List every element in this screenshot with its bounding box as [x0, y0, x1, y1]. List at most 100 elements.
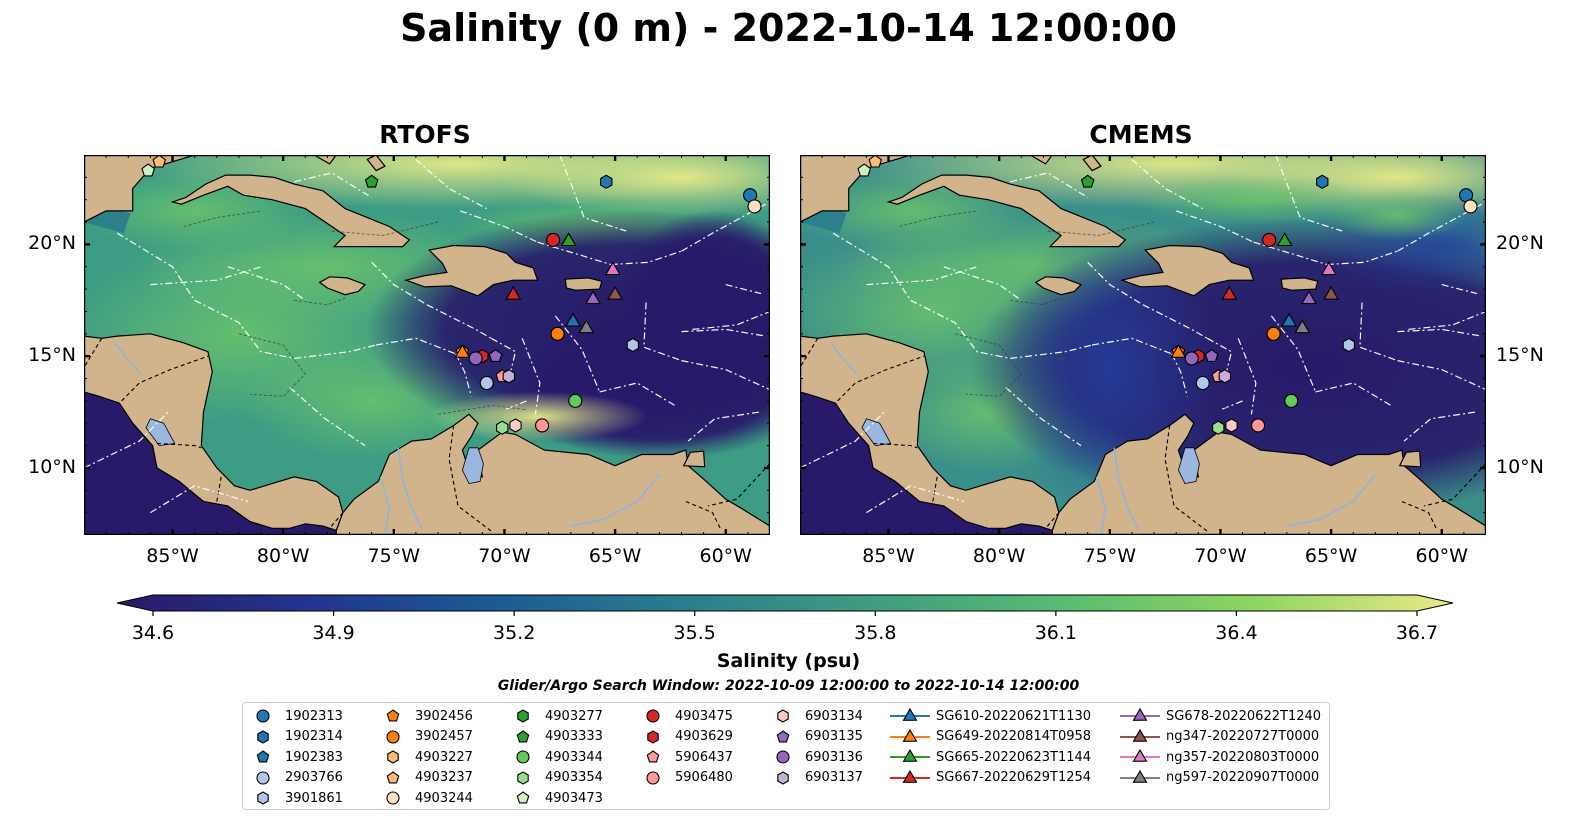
triangle-marker-icon	[1120, 748, 1160, 762]
legend-label: 4903277	[545, 708, 603, 724]
lat-tick-label-right: 15°N	[1496, 344, 1544, 367]
legend-label: 3902456	[415, 708, 473, 724]
map-marker-4903344	[1284, 393, 1299, 408]
legend-label: SG649-20220814T0958	[936, 729, 1092, 744]
legend-label: 6903135	[805, 729, 863, 744]
panel-title-rtofs: RTOFS	[379, 120, 471, 149]
map-marker-4903354	[496, 420, 509, 435]
hexagon-marker-icon	[647, 729, 659, 744]
colorbar-tick-label: 36.4	[1215, 622, 1258, 644]
map-marker-2903766	[479, 375, 494, 391]
legend-label: SG610-20220621T1130	[936, 708, 1092, 724]
map-marker-SG610-20220621T1130	[565, 312, 582, 327]
legend-item: 4903354	[513, 768, 603, 788]
lon-tick-label: 85°W	[862, 545, 915, 567]
map-marker-5906480	[535, 418, 550, 433]
legend-item: 2903766	[253, 768, 343, 788]
map-marker-5906480	[1251, 418, 1266, 433]
map-marker-ng357-20220803T0000	[604, 261, 621, 276]
map-marker-4903354	[1212, 420, 1225, 435]
legend-item: ng357-20220803T0000	[1118, 747, 1319, 767]
map-marker-1902314	[600, 174, 613, 189]
legend-label: 4903344	[545, 749, 603, 765]
colorbar-tick-label: 36.1	[1034, 622, 1077, 644]
legend-label: 6903134	[805, 708, 863, 724]
map-marker-6903134	[509, 418, 522, 433]
legend-label: 2903766	[285, 770, 343, 785]
map-marker-SG678-20220622T1240	[1300, 290, 1317, 305]
pentagon-marker-icon	[516, 791, 530, 804]
map-marker-SG665-20220623T1144	[560, 232, 577, 247]
map-marker-4903475	[546, 232, 561, 247]
lat-tick-label-right: 10°N	[1496, 455, 1544, 478]
marker-legend: 1902313 1902314 1902383 2903766 3901861 39024…	[242, 702, 1330, 810]
map-marker-6903134	[1225, 418, 1238, 433]
legend-item: 1902314	[253, 727, 343, 747]
legend-item: 4903244	[383, 788, 473, 808]
map-marker-4903244	[747, 199, 762, 214]
hexagon-marker-icon	[517, 770, 529, 785]
legend-item: 3902456	[383, 706, 473, 726]
legend-label: 3902457	[415, 729, 473, 744]
hexagon-marker-icon	[517, 709, 529, 723]
legend-item: 3901861	[253, 788, 343, 808]
legend-item: 4903333	[513, 727, 603, 747]
lon-tick-label: 60°W	[1415, 545, 1468, 567]
legend-label: 3901861	[285, 790, 343, 806]
map-marker-SG649-20220814T0958	[1170, 343, 1187, 358]
triangle-marker-icon	[1120, 769, 1160, 783]
lat-tick-label-right: 20°N	[1496, 232, 1544, 255]
legend-item: 5906437	[643, 747, 733, 767]
figure-title: Salinity (0 m) - 2022-10-14 12:00:00	[400, 6, 1177, 50]
legend-label: 4903333	[545, 729, 603, 744]
legend-label: 4903244	[415, 790, 473, 806]
map-panel-rtofs	[84, 155, 770, 535]
circle-marker-icon	[256, 709, 270, 723]
triangle-marker-icon	[1120, 728, 1160, 742]
pentagon-marker-icon	[386, 709, 400, 722]
triangle-marker-icon	[890, 707, 930, 721]
map-marker-ng597-20220907T0000	[578, 319, 595, 334]
legend-item: 6903135	[773, 727, 863, 747]
map-marker-3901861	[626, 337, 639, 353]
pentagon-marker-icon	[776, 729, 790, 742]
map-marker-6903137	[1218, 369, 1232, 384]
legend-label: 5906480	[675, 770, 733, 785]
lon-tick-label: 80°W	[972, 545, 1026, 567]
circle-marker-icon	[256, 770, 270, 785]
pentagon-marker-icon	[646, 750, 660, 763]
lon-tick-label: 65°W	[1304, 545, 1358, 567]
legend-label: ng597-20220907T0000	[1166, 770, 1320, 785]
legend-item: 4903629	[643, 727, 733, 747]
colorbar	[116, 594, 1454, 616]
legend-item: 3902457	[383, 727, 473, 747]
search-window-note: Glider/Argo Search Window: 2022-10-09 12…	[497, 678, 1080, 694]
legend-item: 4903475	[643, 706, 733, 726]
legend-item: SG649-20220814T0958	[888, 727, 1091, 747]
lon-tick-label: 65°W	[588, 545, 642, 567]
legend-item: SG610-20220621T1130	[888, 706, 1091, 726]
map-marker-6903136	[468, 351, 483, 366]
pentagon-marker-icon	[386, 770, 400, 783]
legend-label: 6903137	[805, 770, 863, 785]
legend-item: 1902383	[253, 747, 343, 767]
map-marker-4903237	[868, 155, 883, 168]
map-marker-6903137	[502, 369, 516, 384]
map-marker-4903473	[857, 163, 872, 177]
hexagon-marker-icon	[257, 729, 269, 744]
map-marker-2903766	[1195, 375, 1210, 391]
map-marker-4903333	[1080, 174, 1095, 188]
map-marker-4903473	[141, 163, 156, 177]
legend-item: 4903237	[383, 768, 473, 788]
lon-tick-label: 70°W	[1194, 545, 1247, 567]
colorbar-label: Salinity (psu)	[716, 650, 861, 672]
colorbar-tick-label: 35.8	[854, 622, 897, 644]
legend-item: 4903277	[513, 706, 603, 726]
legend-label: 4903237	[415, 770, 473, 785]
legend-item: SG667-20220629T1254	[888, 768, 1091, 788]
triangle-marker-icon	[890, 769, 930, 783]
legend-item: ng597-20220907T0000	[1118, 768, 1319, 788]
legend-item: 6903137	[773, 768, 863, 788]
legend-item: 5906480	[643, 768, 733, 788]
legend-label: 4903354	[545, 770, 603, 785]
